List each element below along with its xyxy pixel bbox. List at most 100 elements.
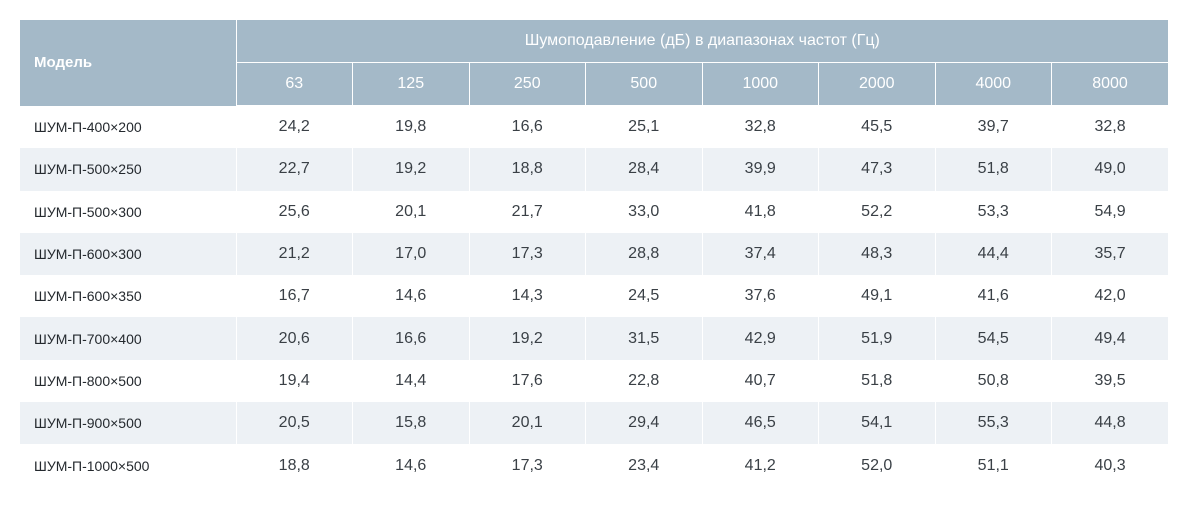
value-cell-2000: 54,1 [818,402,936,445]
value-cell-250: 16,6 [469,105,586,149]
value-cell-125: 17,0 [352,232,470,276]
value-cell-8000: 42,0 [1051,275,1169,318]
model-cell: ШУМ-П-1000×500 [20,444,237,487]
table-row: ШУМ-П-400×200 24,2 19,8 16,6 25,1 32,8 45,5 39,… [20,105,1169,149]
table-header: Модель Шумоподавление (дБ) в диапазонах … [20,20,1169,106]
value-cell-500: 31,5 [585,317,703,360]
value-cell-500: 23,4 [585,444,703,487]
value-cell-500: 29,4 [585,402,703,445]
value-cell-1000: 37,4 [702,232,819,276]
value-cell-63: 16,7 [236,275,353,318]
value-cell-4000: 41,6 [935,275,1052,318]
value-cell-4000: 39,7 [935,105,1052,149]
value-cell-63: 22,7 [236,148,353,191]
value-cell-8000: 54,9 [1051,190,1169,233]
value-cell-4000: 44,4 [935,232,1052,276]
table-row: ШУМ-П-600×350 16,7 14,6 14,3 24,5 37,6 49,1 41,… [20,275,1169,318]
value-cell-8000: 39,5 [1051,359,1169,403]
table-row: ШУМ-П-800×500 19,4 14,4 17,6 22,8 40,7 51,8 50,… [20,359,1169,403]
model-cell: ШУМ-П-500×250 [20,148,237,191]
value-cell-500: 28,4 [585,148,703,191]
value-cell-2000: 52,2 [818,190,936,233]
frequency-header-1000: 1000 [702,62,819,106]
value-cell-8000: 44,8 [1051,402,1169,445]
value-cell-63: 19,4 [236,359,353,403]
value-cell-500: 25,1 [585,105,703,149]
value-cell-500: 24,5 [585,275,703,318]
value-cell-4000: 53,3 [935,190,1052,233]
noise-reduction-group-header: Шумоподавление (дБ) в диапазонах частот … [236,20,1169,63]
value-cell-2000: 51,9 [818,317,936,360]
value-cell-1000: 37,6 [702,275,819,318]
value-cell-250: 17,3 [469,444,586,487]
model-column-header: Модель [20,20,237,106]
table-row: ШУМ-П-600×300 21,2 17,0 17,3 28,8 37,4 48,3 44,… [20,232,1169,276]
noise-reduction-table: Модель Шумоподавление (дБ) в диапазонах … [20,20,1169,487]
frequency-header-500: 500 [585,62,703,106]
noise-reduction-table-container: Модель Шумоподавление (дБ) в диапазонах … [20,20,1169,487]
table-row: ШУМ-П-1000×500 18,8 14,6 17,3 23,4 41,2 52,0 51… [20,444,1169,487]
table-row: ШУМ-П-500×300 25,6 20,1 21,7 33,0 41,8 52,2 53,… [20,190,1169,233]
table-body: ШУМ-П-400×200 24,2 19,8 16,6 25,1 32,8 45,5 39,… [20,105,1169,487]
frequency-header-63: 63 [236,62,353,106]
value-cell-2000: 52,0 [818,444,936,487]
value-cell-500: 33,0 [585,190,703,233]
value-cell-1000: 32,8 [702,105,819,149]
value-cell-250: 18,8 [469,148,586,191]
value-cell-1000: 41,2 [702,444,819,487]
value-cell-125: 19,2 [352,148,470,191]
value-cell-500: 28,8 [585,232,703,276]
value-cell-63: 18,8 [236,444,353,487]
value-cell-2000: 47,3 [818,148,936,191]
value-cell-8000: 40,3 [1051,444,1169,487]
value-cell-1000: 46,5 [702,402,819,445]
model-cell: ШУМ-П-400×200 [20,105,237,149]
value-cell-2000: 48,3 [818,232,936,276]
frequency-header-250: 250 [469,62,586,106]
value-cell-4000: 51,1 [935,444,1052,487]
value-cell-250: 14,3 [469,275,586,318]
model-cell: ШУМ-П-600×350 [20,275,237,318]
model-cell: ШУМ-П-600×300 [20,232,237,276]
frequency-header-8000: 8000 [1051,62,1169,106]
model-cell: ШУМ-П-800×500 [20,359,237,403]
value-cell-4000: 54,5 [935,317,1052,360]
value-cell-63: 25,6 [236,190,353,233]
frequency-header-125: 125 [352,62,470,106]
value-cell-1000: 42,9 [702,317,819,360]
value-cell-250: 20,1 [469,402,586,445]
header-row-group: Модель Шумоподавление (дБ) в диапазонах … [20,20,1169,106]
value-cell-125: 14,6 [352,275,470,318]
value-cell-4000: 51,8 [935,148,1052,191]
header-row-frequencies: 63 125 250 500 1000 2000 4000 8000 [20,62,1169,106]
value-cell-250: 21,7 [469,190,586,233]
value-cell-8000: 35,7 [1051,232,1169,276]
value-cell-125: 14,6 [352,444,470,487]
value-cell-8000: 49,4 [1051,317,1169,360]
value-cell-500: 22,8 [585,359,703,403]
table-row: ШУМ-П-900×500 20,5 15,8 20,1 29,4 46,5 54,1 55,… [20,402,1169,445]
value-cell-8000: 49,0 [1051,148,1169,191]
table-row: ШУМ-П-500×250 22,7 19,2 18,8 28,4 39,9 47,3 51,… [20,148,1169,191]
value-cell-63: 20,6 [236,317,353,360]
frequency-header-4000: 4000 [935,62,1052,106]
value-cell-125: 14,4 [352,359,470,403]
value-cell-125: 19,8 [352,105,470,149]
model-cell: ШУМ-П-500×300 [20,190,237,233]
value-cell-2000: 45,5 [818,105,936,149]
value-cell-63: 24,2 [236,105,353,149]
value-cell-2000: 51,8 [818,359,936,403]
value-cell-1000: 40,7 [702,359,819,403]
value-cell-4000: 50,8 [935,359,1052,403]
value-cell-1000: 39,9 [702,148,819,191]
value-cell-4000: 55,3 [935,402,1052,445]
value-cell-2000: 49,1 [818,275,936,318]
value-cell-1000: 41,8 [702,190,819,233]
frequency-header-2000: 2000 [818,62,936,106]
value-cell-125: 16,6 [352,317,470,360]
value-cell-250: 19,2 [469,317,586,360]
model-cell: ШУМ-П-900×500 [20,402,237,445]
value-cell-63: 20,5 [236,402,353,445]
table-row: ШУМ-П-700×400 20,6 16,6 19,2 31,5 42,9 51,9 54,… [20,317,1169,360]
value-cell-250: 17,3 [469,232,586,276]
